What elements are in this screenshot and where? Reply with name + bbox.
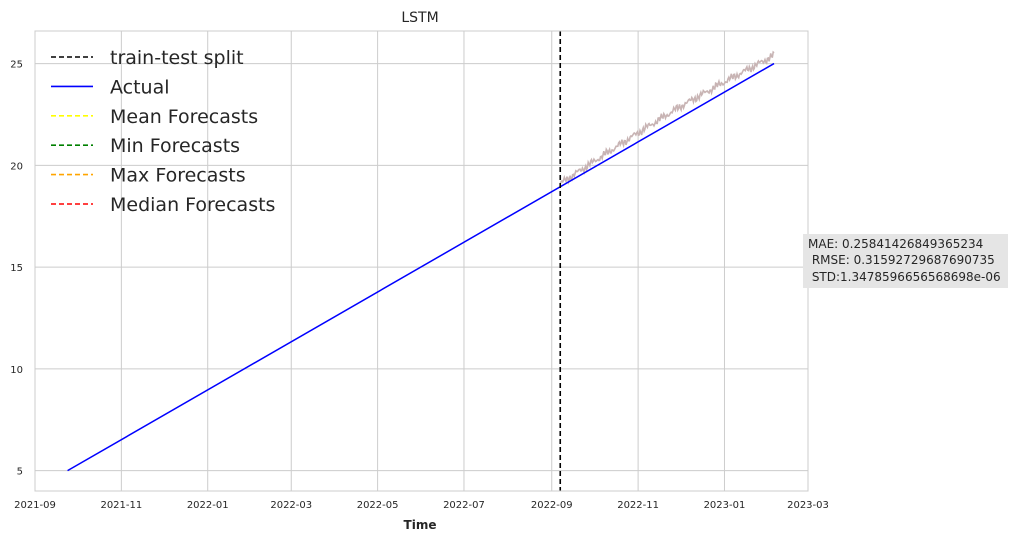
series-actual xyxy=(67,62,775,472)
x-tick-label: 2023-03 xyxy=(787,500,829,511)
legend-label: Max Forecasts xyxy=(110,165,246,187)
chart-title: LSTM xyxy=(401,10,438,26)
y-tick-label: 10 xyxy=(10,365,23,376)
metrics-mae: MAE: 0.25841426849365234 xyxy=(808,237,983,251)
legend-label: Mean Forecasts xyxy=(110,106,258,128)
y-tick-label: 20 xyxy=(10,161,23,172)
y-tick-label: 15 xyxy=(10,263,23,274)
metrics-annotation: MAE: 0.25841426849365234 RMSE: 0.3159272… xyxy=(803,234,1008,288)
x-tick-label: 2023-01 xyxy=(704,500,746,511)
legend: train-test split Actual Mean Forecasts Min … xyxy=(51,47,275,216)
y-tick-labels: 5 10 15 20 25 xyxy=(10,60,23,478)
x-gridlines xyxy=(34,31,809,491)
x-tick-label: 2022-05 xyxy=(357,500,399,511)
legend-label: Actual xyxy=(110,76,170,98)
x-tick-label: 2022-07 xyxy=(443,500,485,511)
x-tick-label: 2022-03 xyxy=(270,500,312,511)
legend-label: Median Forecasts xyxy=(110,194,275,216)
y-tick-label: 25 xyxy=(10,60,23,71)
legend-label: Min Forecasts xyxy=(110,135,240,157)
x-axis-label: Time xyxy=(404,518,437,532)
x-tick-label: 2021-11 xyxy=(100,500,142,511)
x-tick-labels: 2021-09 2021-11 2022-01 2022-03 2022-05 2022-… xyxy=(14,500,829,511)
x-tick-label: 2022-09 xyxy=(531,500,573,511)
metrics-std: STD:1.3478596656568698e-06 xyxy=(808,270,1001,284)
y-gridlines xyxy=(35,63,808,472)
x-tick-label: 2022-11 xyxy=(617,500,659,511)
series-layer xyxy=(67,50,775,472)
legend-label: train-test split xyxy=(110,47,244,69)
x-tick-label: 2021-09 xyxy=(14,500,56,511)
metrics-rmse: RMSE: 0.31592729687690735 xyxy=(808,253,995,267)
y-tick-label: 5 xyxy=(17,467,23,478)
metrics-annotation-background xyxy=(803,234,1008,288)
x-tick-label: 2022-01 xyxy=(187,500,229,511)
forecast-band-trace xyxy=(559,50,775,186)
